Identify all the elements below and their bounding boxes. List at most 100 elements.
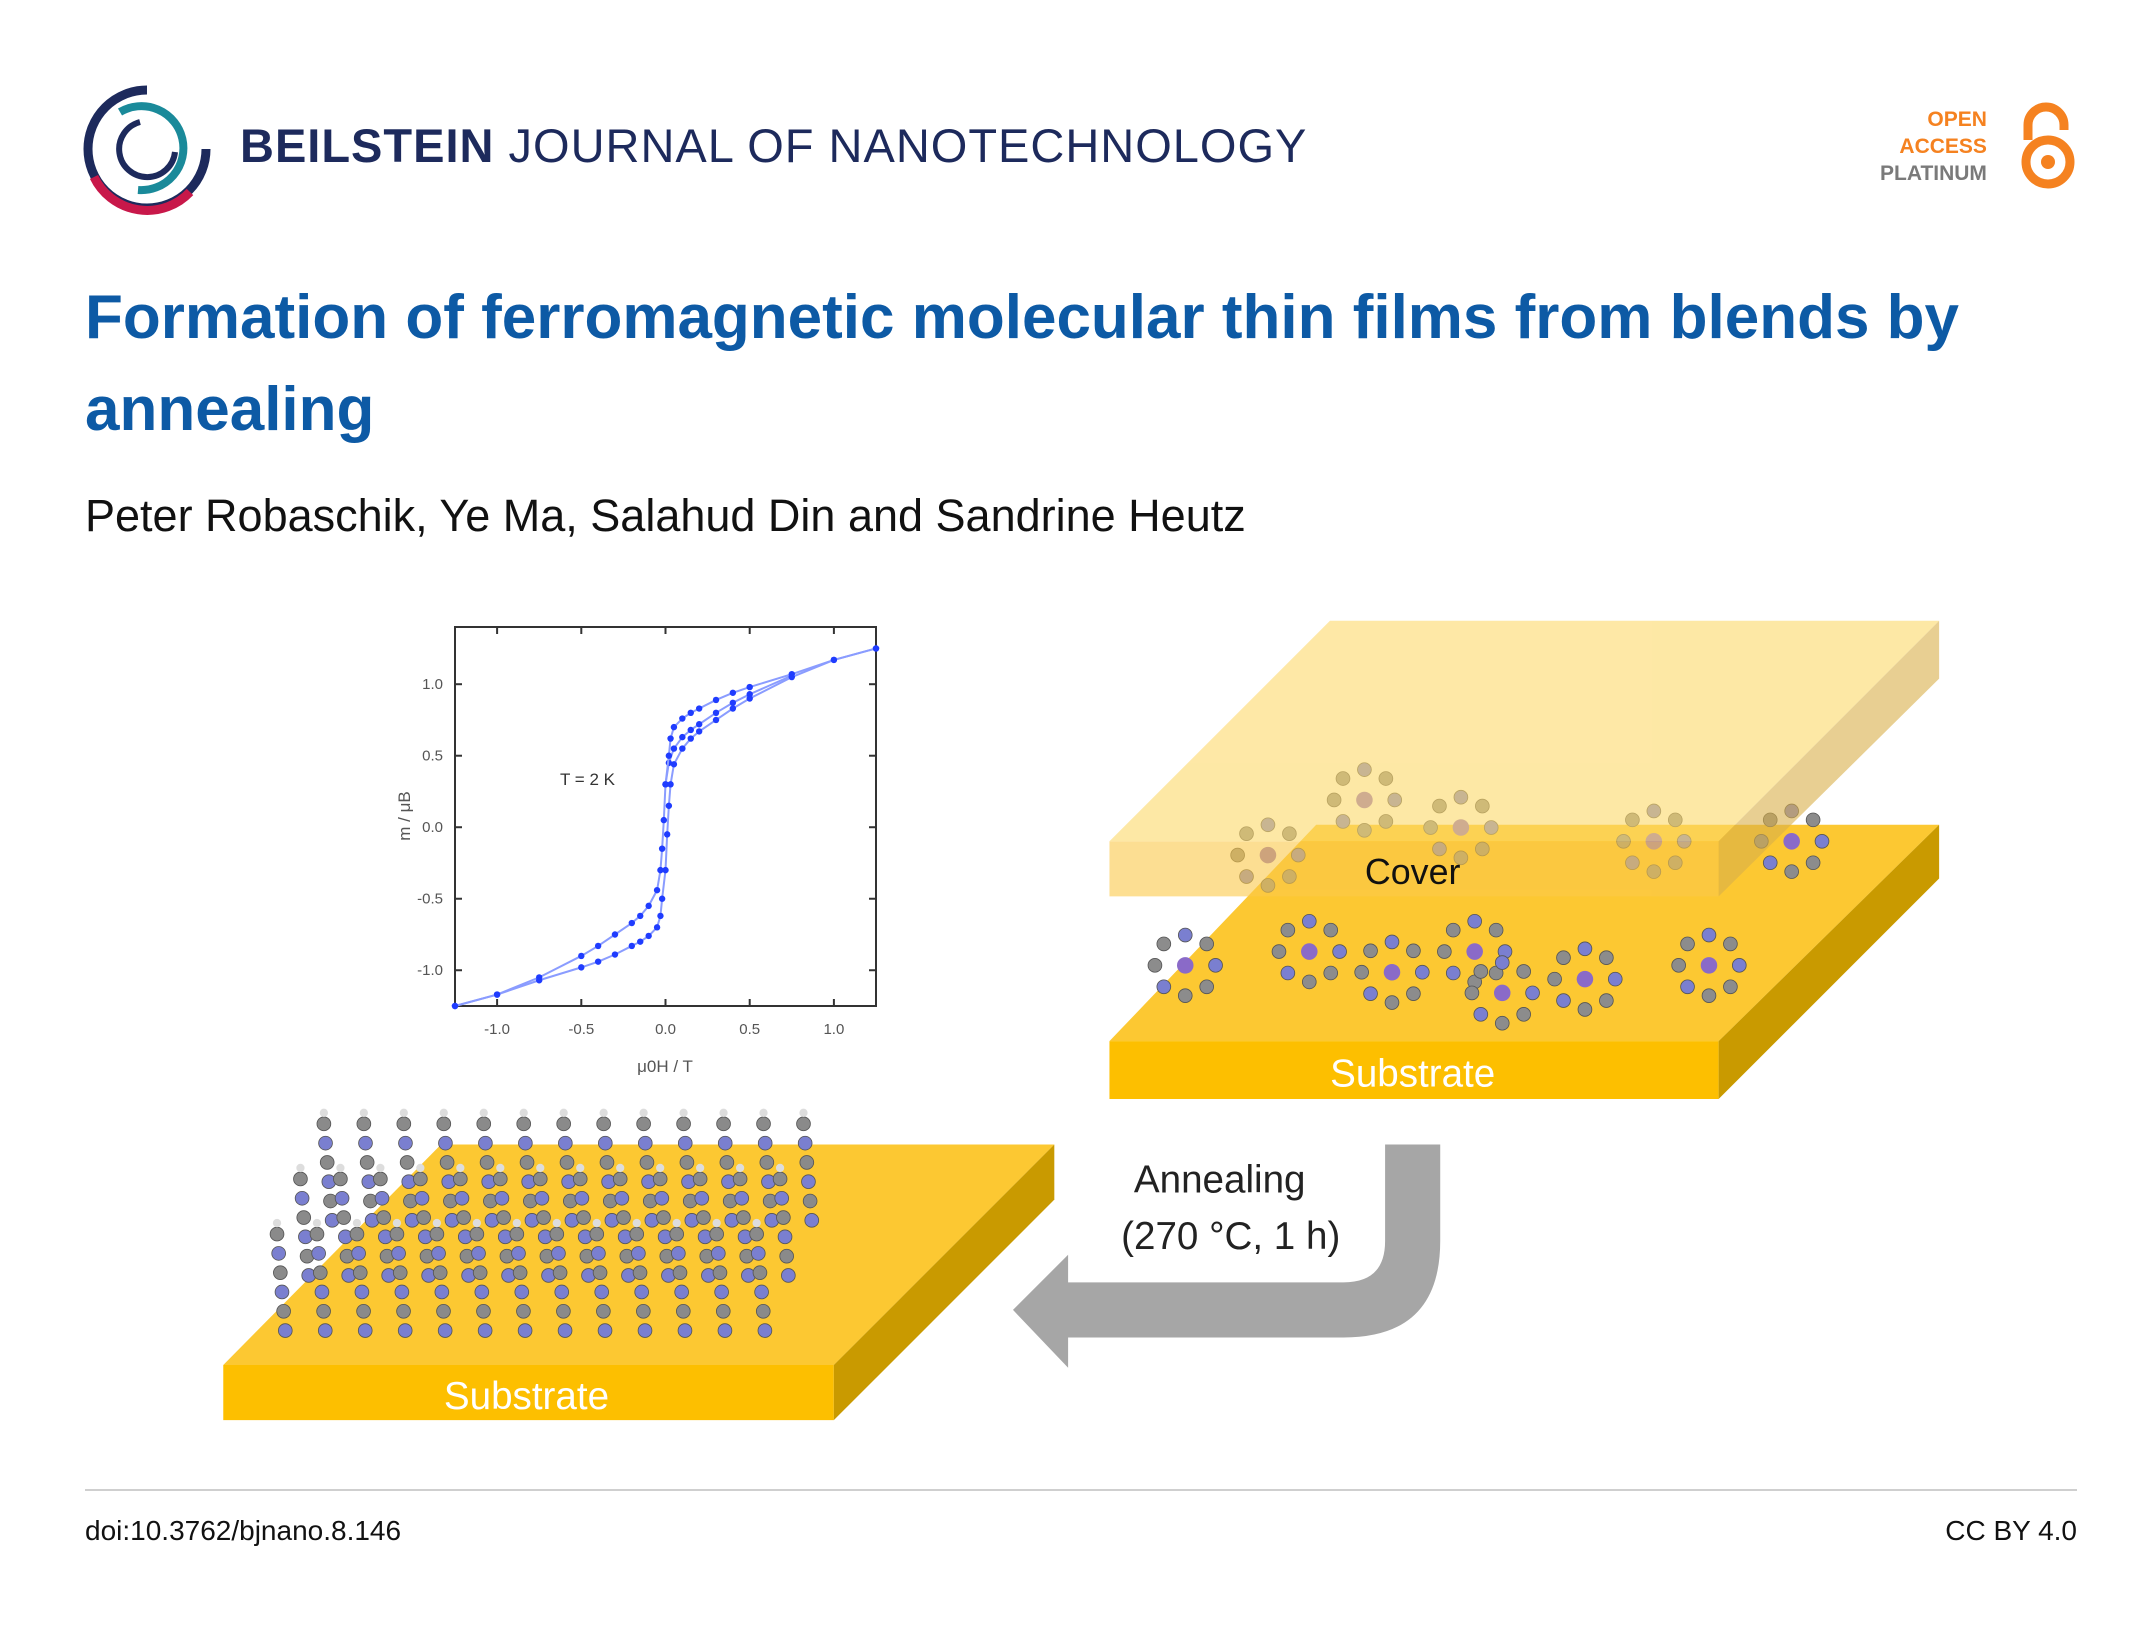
molecule [1437, 913, 1513, 990]
molecule-stack [356, 1108, 380, 1228]
data-point [695, 721, 703, 728]
data-point [729, 699, 737, 706]
data-point [746, 683, 753, 691]
data-point [493, 991, 501, 998]
molecule-stack [596, 1108, 620, 1228]
y-tick-label: -0.5 [417, 891, 443, 908]
molecule-stack [269, 1218, 293, 1338]
annealing-label: Annealing [1134, 1159, 1306, 1202]
data-point [657, 866, 664, 874]
axis-ticks: -1.0 -0.5 0.0 0.5 1.0 1.0 0.5 0.0 -0.5 -1.0 [417, 627, 876, 1038]
molecule-stack [709, 1218, 733, 1338]
molecule-stack [636, 1108, 660, 1228]
data-point [663, 831, 671, 838]
data-point [594, 942, 602, 950]
data-point [687, 709, 694, 717]
data-point [662, 866, 669, 874]
data-point [729, 689, 737, 696]
data-point [628, 919, 636, 927]
molecule-stack [436, 1108, 460, 1228]
data-point [628, 942, 636, 950]
molecule [1464, 955, 1540, 1031]
data-point [670, 723, 678, 731]
substrate-label-top: Substrate [1330, 1053, 1495, 1096]
doi: doi:10.3762/bjnano.8.146 [85, 1515, 402, 1546]
cover-slab [1109, 620, 1940, 897]
data-point [662, 781, 669, 788]
molecule-stack [612, 1163, 636, 1283]
data-point [578, 964, 585, 971]
molecule-stack [652, 1163, 676, 1283]
molecule-stack [772, 1163, 796, 1283]
data-point [695, 728, 703, 735]
molecule-stack [453, 1163, 476, 1283]
molecule-stack [716, 1108, 740, 1228]
molecule-stacks [269, 1108, 820, 1338]
data-point [645, 902, 652, 910]
molecule-stack [796, 1108, 820, 1228]
data-point [872, 645, 880, 652]
data-point [712, 709, 720, 717]
y-tick-label: 0.0 [422, 819, 443, 836]
molecule-stack [309, 1218, 333, 1338]
open-access-badge: OPEN ACCESS PLATINUM [1880, 106, 1987, 187]
molecule-stack [469, 1218, 493, 1338]
molecule-stack [756, 1108, 780, 1228]
molecule-stack [749, 1218, 773, 1338]
beilstein-logo [83, 85, 211, 215]
data-point [665, 752, 673, 759]
data-point [679, 733, 686, 741]
molecule [1354, 934, 1430, 1010]
data-point [788, 673, 795, 681]
molecule-stack [389, 1218, 413, 1338]
article-title: Formation of ferromagnetic molecular thi… [85, 283, 1960, 444]
badge-access: ACCESS [1899, 135, 1987, 158]
data-point [653, 886, 661, 894]
journal-name-bold: BEILSTEIN [240, 119, 495, 172]
y-tick-label: 1.0 [422, 676, 443, 693]
y-tick-label: -1.0 [417, 962, 443, 979]
data-point [658, 895, 666, 902]
molecule-stack [516, 1108, 540, 1228]
molecule-stack [293, 1163, 317, 1283]
data-point [637, 938, 644, 945]
x-tick-label: -0.5 [568, 1021, 594, 1038]
x-tick-label: 0.5 [739, 1021, 760, 1038]
molecule-stack [413, 1163, 436, 1283]
molecule-stack [476, 1108, 500, 1228]
badge-platinum: PLATINUM [1880, 162, 1987, 185]
y-tick-label: 0.5 [422, 748, 443, 765]
data-point [578, 952, 585, 960]
data-point [653, 924, 661, 931]
molecule-stack [532, 1163, 556, 1283]
data-point [657, 912, 664, 920]
molecule-stack [492, 1163, 516, 1283]
data-point [536, 977, 543, 984]
molecule-stack [589, 1218, 613, 1338]
footer-divider [85, 1489, 2077, 1491]
molecule-stack [629, 1218, 653, 1338]
data-point [645, 932, 652, 940]
x-axis-label: μ0H / T [637, 1057, 693, 1076]
data-point [670, 745, 678, 752]
x-tick-label: 0.0 [655, 1021, 676, 1038]
data-point [729, 705, 737, 712]
molecule [1547, 941, 1623, 1017]
data-point [611, 931, 619, 938]
license: CC BY 4.0 [1945, 1515, 2077, 1546]
annealing-conditions: (270 °C, 1 h) [1121, 1215, 1340, 1258]
molecule-stack [669, 1218, 693, 1338]
molecule-stack [549, 1218, 573, 1338]
data-point [667, 735, 674, 742]
journal-name-rest: JOURNAL OF NANOTECHNOLOGY [494, 119, 1308, 172]
molecule-stack [732, 1163, 756, 1283]
molecule-stack [509, 1218, 533, 1338]
data-point [712, 716, 720, 724]
authors: Peter Robaschik, Ye Ma, Salahud Din and … [85, 490, 1246, 541]
journal-name: BEILSTEIN JOURNAL OF NANOTECHNOLOGY [240, 118, 1307, 173]
temperature-annotation: T = 2 K [560, 770, 616, 789]
data-point [451, 1002, 459, 1010]
y-axis-label: m / μB [395, 791, 414, 840]
